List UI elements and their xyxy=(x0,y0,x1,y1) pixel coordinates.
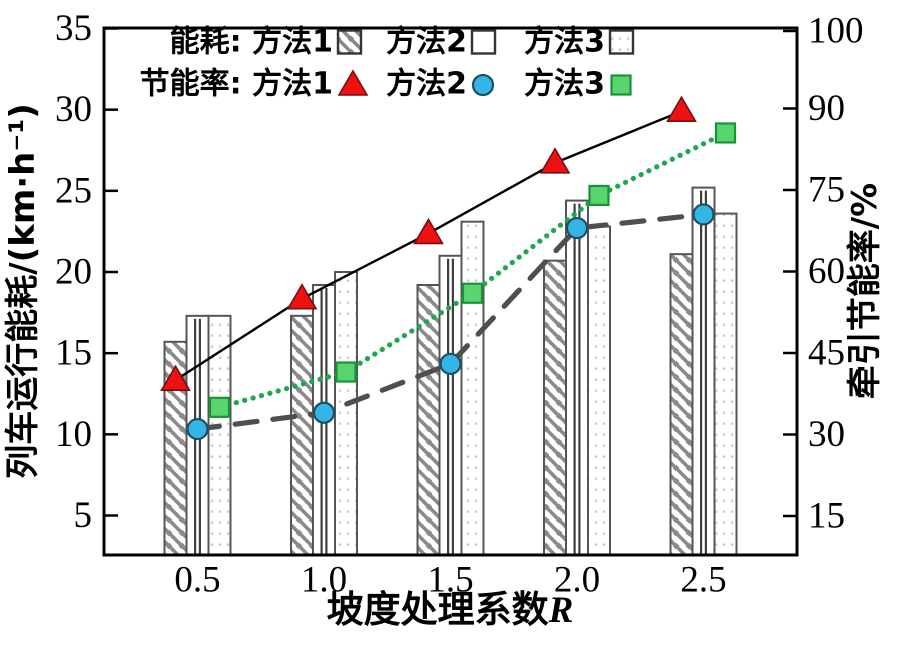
right-tick-label: 60 xyxy=(808,251,845,292)
triangle-marker-方法1 xyxy=(286,283,318,310)
legend-bar-swatch-2 xyxy=(470,29,497,55)
square-marker-方法3 xyxy=(588,184,610,207)
legend-bar-label-3: 方法3 xyxy=(524,25,605,60)
legend-bar-label-1: 能耗: 方法1 xyxy=(170,25,333,60)
left-tick-label: 30 xyxy=(55,89,92,130)
x-tick-label: 1.5 xyxy=(427,560,473,601)
x-tick-label: 2.0 xyxy=(554,560,600,601)
bar-方法1-group4 xyxy=(543,259,567,556)
legend-line-label-1: 节能率: 方法1 xyxy=(140,67,333,102)
bar-方法1-group2 xyxy=(290,314,314,556)
bar-方法3-group5 xyxy=(713,212,738,556)
line-方法2 xyxy=(194,211,707,432)
right-tick-label: 15 xyxy=(808,496,845,537)
left-tick-label: 25 xyxy=(55,170,92,211)
bar-方法1-group5 xyxy=(669,253,694,556)
circle-marker-方法2 xyxy=(565,216,589,240)
plot-frame xyxy=(102,26,799,557)
x-axis-title: 坡度处理系数R xyxy=(327,588,574,631)
left-tick-label: 5 xyxy=(74,495,93,536)
bar-方法3-group3 xyxy=(460,220,485,556)
circle-marker-方法2 xyxy=(692,203,715,226)
triangle-marker-方法1 xyxy=(160,364,191,391)
legend-bar-swatch-3 xyxy=(608,29,635,55)
legend-line-label-2: 方法2 xyxy=(386,67,467,102)
bar-方法2-group5 xyxy=(691,186,716,556)
right-tick-label: 100 xyxy=(808,11,864,52)
square-marker-方法3 xyxy=(208,396,231,418)
circle-marker-方法2 xyxy=(186,417,209,441)
right-tick-label: 75 xyxy=(808,170,845,211)
left-tick-label: 20 xyxy=(55,252,92,293)
left-tick-label: 15 xyxy=(55,333,92,374)
x-tick-label: 0.5 xyxy=(174,560,220,601)
legend-bar-label-2: 方法2 xyxy=(386,25,467,60)
bar-方法3-group2 xyxy=(334,271,358,556)
legend-marker-square xyxy=(610,74,632,96)
left-axis-title: 列车运行能耗/(km·h⁻¹) xyxy=(3,103,43,479)
legend-marker-circle xyxy=(471,73,495,97)
legend-marker-triangle xyxy=(337,69,369,96)
legend-line-label-3: 方法3 xyxy=(524,67,605,102)
x-tick-label: 1.0 xyxy=(301,560,347,601)
triangle-marker-方法1 xyxy=(539,147,571,174)
left-tick-label: 10 xyxy=(55,414,92,455)
bar-方法2-group3 xyxy=(438,254,463,556)
circle-marker-方法2 xyxy=(312,401,336,424)
bar-方法3-group4 xyxy=(587,225,611,556)
bar-方法2-group4 xyxy=(565,199,589,556)
right-tick-label: 30 xyxy=(808,414,845,455)
x-tick-label: 2.5 xyxy=(680,560,726,601)
right-tick-label: 90 xyxy=(808,88,845,129)
right-axis-title: 牵引节能率/% xyxy=(845,183,885,399)
square-marker-方法3 xyxy=(714,122,737,144)
square-marker-方法3 xyxy=(335,361,357,383)
left-tick-label: 35 xyxy=(55,8,92,49)
square-marker-方法3 xyxy=(461,282,484,304)
triangle-marker-方法1 xyxy=(666,95,697,123)
legend: 能耗: 方法1 方法2 方法3 节能率: 方法1 方法2 方法3 xyxy=(140,25,635,102)
right-tick-label: 45 xyxy=(808,333,845,374)
triangle-marker-方法1 xyxy=(413,217,444,245)
circle-marker-方法2 xyxy=(439,352,462,375)
legend-bar-swatch-1 xyxy=(336,29,363,55)
